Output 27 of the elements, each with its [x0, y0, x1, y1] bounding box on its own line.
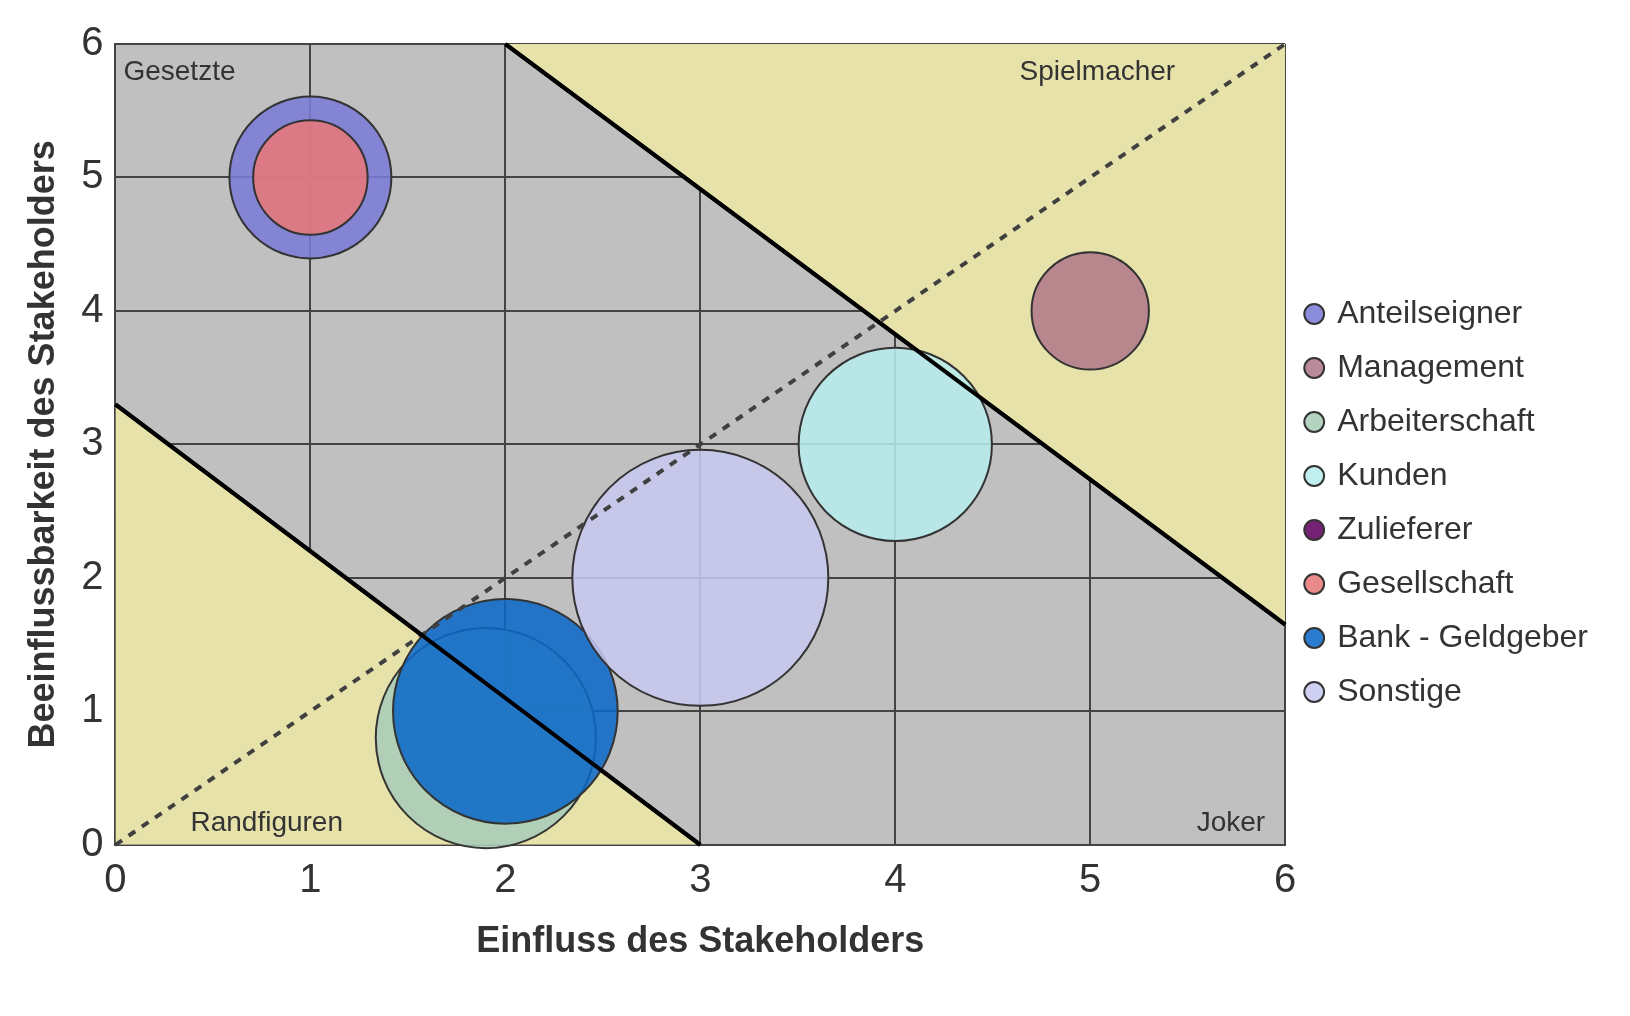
- annotation: Spielmacher: [1019, 54, 1176, 86]
- legend-label: Gesellschaft: [1337, 563, 1514, 600]
- y-tick-label: 1: [81, 686, 104, 731]
- annotation: Randfiguren: [190, 805, 344, 837]
- legend-label: Bank - Geldgeber: [1337, 617, 1589, 654]
- x-tick-label: 1: [299, 855, 322, 900]
- legend-label: Anteilseigner: [1337, 293, 1523, 330]
- legend-label: Sonstige: [1337, 671, 1462, 708]
- y-tick-label: 4: [81, 285, 104, 330]
- y-tick-label: 5: [81, 152, 104, 197]
- x-tick-label: 5: [1079, 855, 1102, 900]
- y-axis-title: Beeinflussbarkeit des Stakeholders: [20, 140, 62, 749]
- x-tick-label: 4: [884, 855, 907, 900]
- legend-label: Kunden: [1337, 455, 1448, 492]
- annotation: Gesetzte: [123, 54, 236, 86]
- x-axis-title: Einfluss des Stakeholders: [476, 919, 925, 961]
- annotation: Joker: [1196, 805, 1266, 837]
- y-tick-label: 2: [81, 552, 104, 597]
- legend-label: Management: [1337, 347, 1525, 384]
- x-tick-label: 3: [689, 855, 712, 900]
- legend-label: Arbeiterschaft: [1337, 401, 1535, 438]
- y-tick-label: 6: [81, 19, 104, 64]
- legend-label: Zulieferer: [1337, 509, 1473, 546]
- x-tick-label: 6: [1274, 855, 1297, 900]
- x-tick-label: 2: [494, 855, 517, 900]
- y-tick-label: 3: [81, 419, 104, 464]
- y-tick-label: 0: [81, 819, 104, 864]
